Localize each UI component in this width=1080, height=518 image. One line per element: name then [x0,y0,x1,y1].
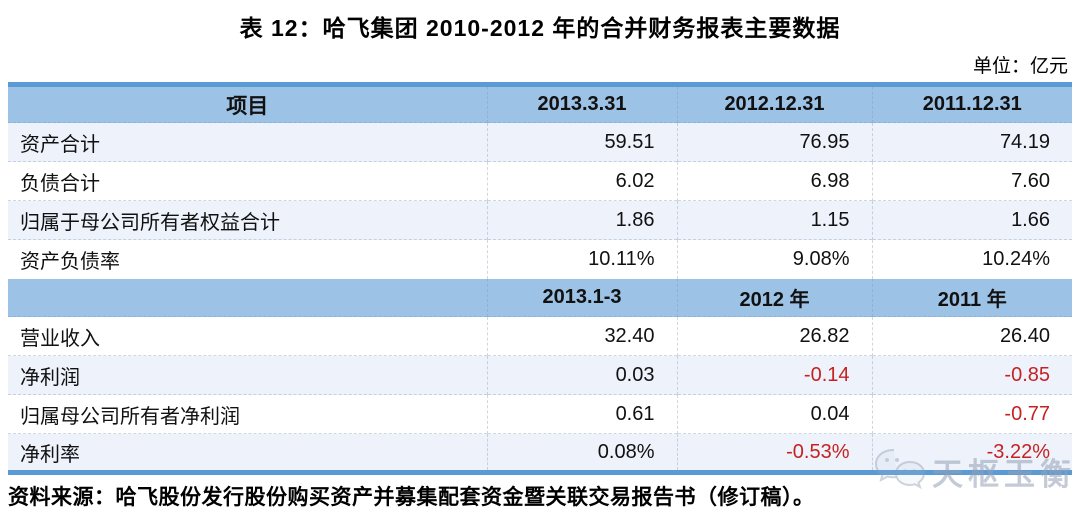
table-row-net-margin: 净利率 0.08% -0.53% -3.22% [8,433,1072,473]
cell-value: 59.51 [486,122,677,162]
table-row-debt-ratio: 资产负债率 10.11% 9.08% 10.24% [8,239,1072,279]
cell-value: 0.03 [486,355,677,395]
cell-value: 32.40 [486,316,677,356]
cell-value: 9.08% [676,239,872,279]
cell-value: 74.19 [871,122,1072,162]
table-row-total-liabilities: 负债合计 6.02 6.98 7.60 [8,161,1072,201]
cell-value: 6.02 [486,161,677,201]
header-cell-date-1: 2013.3.31 [486,84,677,123]
header-row-income: 2013.1-3 2012 年 2011 年 [8,278,1072,317]
header-cell-period-2: 2012 年 [676,278,872,317]
table-row-parent-equity: 归属于母公司所有者权益合计 1.86 1.15 1.66 [8,200,1072,240]
cell-value: -0.77 [871,394,1072,434]
header-cell-period-1: 2013.1-3 [486,278,677,317]
row-label: 营业收入 [8,316,487,356]
cell-value: 26.40 [871,316,1072,356]
cell-value: -0.14 [676,355,872,395]
row-label: 归属于母公司所有者权益合计 [8,200,487,240]
header-cell-date-2: 2012.12.31 [676,84,872,123]
table-row-net-profit: 净利润 0.03 -0.14 -0.85 [8,355,1072,395]
source-note: 资料来源：哈飞股份发行股份购买资产并募集配套资金暨关联交易报告书（修订稿）。 [8,485,815,509]
cell-value: 1.66 [871,200,1072,240]
cell-value: 26.82 [676,316,872,356]
cell-value: 0.61 [486,394,677,434]
header-cell-empty [8,279,487,317]
header-cell-period-3: 2011 年 [871,278,1072,317]
row-label: 净利润 [8,355,487,395]
cell-value: 1.86 [486,200,677,240]
cell-value: 76.95 [676,122,872,162]
row-label: 归属母公司所有者净利润 [8,394,487,434]
header-row-balance: 项目 2013.3.31 2012.12.31 2011.12.31 [8,84,1072,123]
row-label: 净利率 [8,433,487,473]
table-row-revenue: 营业收入 32.40 26.82 26.40 [8,316,1072,356]
financial-table: 项目 2013.3.31 2012.12.31 2011.12.31 资产合计 … [8,82,1072,475]
row-label: 负债合计 [8,161,487,201]
unit-label: 单位：亿元 [972,56,1068,77]
row-label: 资产合计 [8,122,487,162]
page-title: 表 12：哈飞集团 2010-2012 年的合并财务报表主要数据 [239,15,841,41]
cell-value: 1.15 [676,200,872,240]
cell-value: 6.98 [676,161,872,201]
cell-value: 10.11% [486,239,677,279]
cell-value: 0.04 [676,394,872,434]
cell-value: -0.85 [871,355,1072,395]
header-cell-date-3: 2011.12.31 [871,84,1072,123]
cell-value: 10.24% [871,239,1072,279]
cell-value: 7.60 [871,161,1072,201]
cell-value: -3.22% [871,433,1072,473]
row-label: 资产负债率 [8,239,487,279]
table-row-total-assets: 资产合计 59.51 76.95 74.19 [8,122,1072,162]
header-cell-item: 项目 [226,93,269,118]
table-row-parent-net-profit: 归属母公司所有者净利润 0.61 0.04 -0.77 [8,394,1072,434]
cell-value: 0.08% [486,433,677,473]
cell-value: -0.53% [676,433,872,473]
